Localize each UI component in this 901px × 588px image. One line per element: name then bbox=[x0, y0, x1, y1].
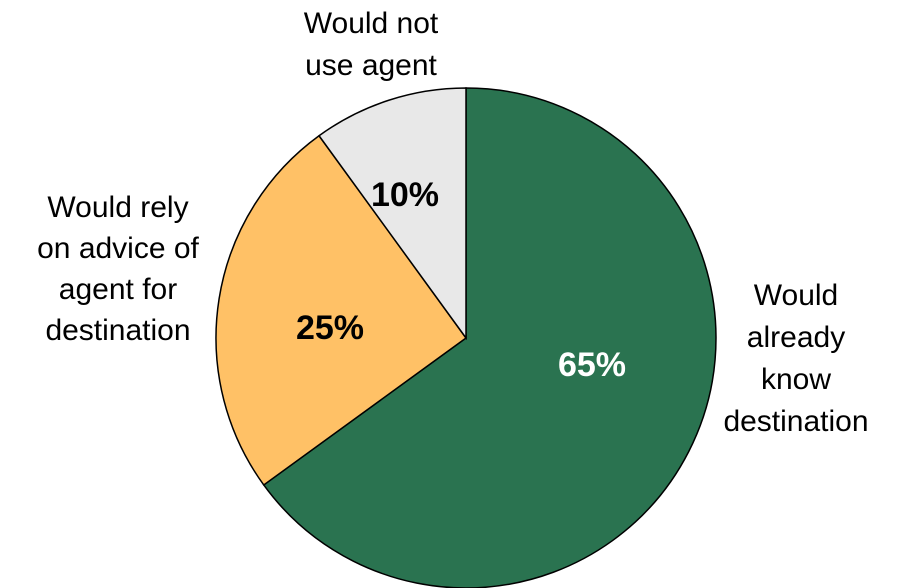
pie-slice-would-not-use-agent bbox=[318, 87, 467, 341]
data-label-would-rely-on-advice-of-agent-for-destination: 25% bbox=[296, 309, 364, 347]
category-label-would-not-use-agent: Would not use agent bbox=[304, 7, 439, 82]
data-label-would-not-use-agent: 10% bbox=[371, 176, 439, 214]
category-label-would-already-know-destination: Would already know destination bbox=[723, 279, 868, 438]
category-label-would-rely-on-advice-of-agent-for-destination: Would rely on advice of agent for destinati… bbox=[37, 191, 199, 347]
pie-slice-would-rely-on-advice-of-agent-for-destination bbox=[215, 134, 468, 486]
data-label-would-already-know-destination: 65% bbox=[558, 346, 626, 384]
pie-slice-would-already-know-destination bbox=[262, 87, 717, 588]
